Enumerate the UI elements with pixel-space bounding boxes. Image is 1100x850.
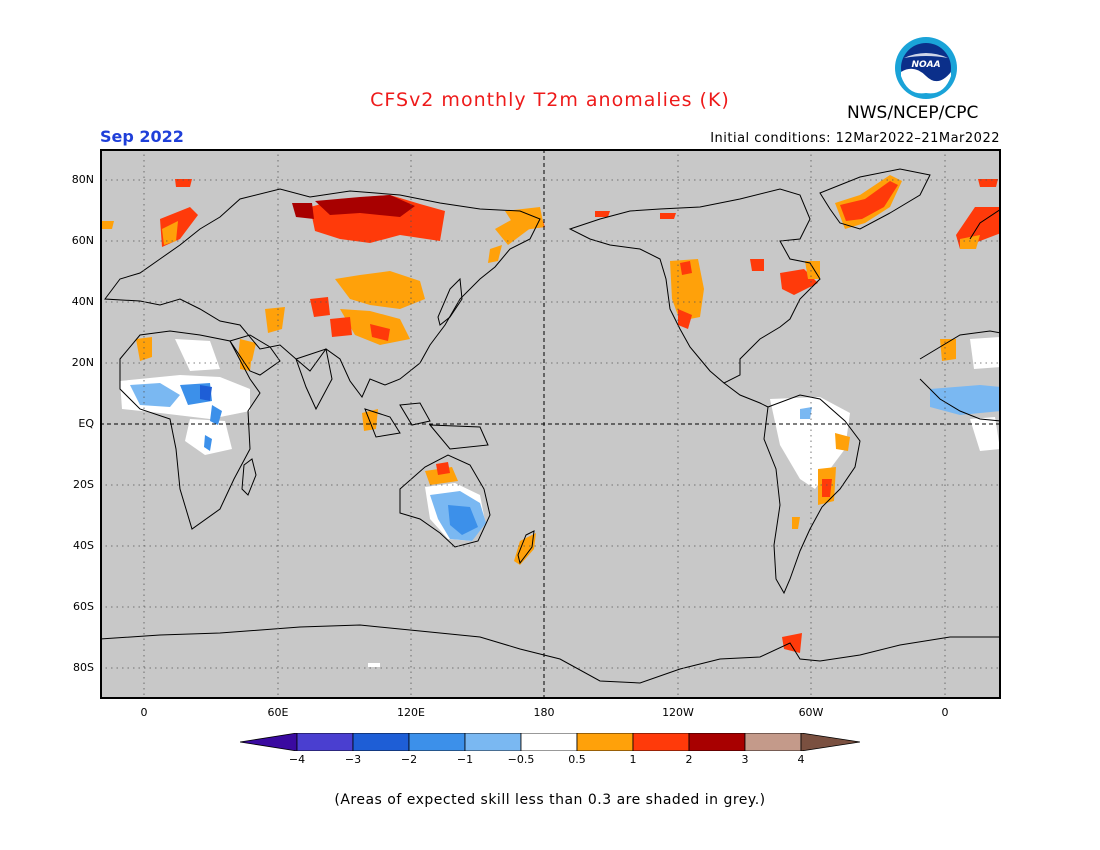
colorbar: [240, 733, 860, 751]
anomaly-shading: [100, 175, 1001, 667]
colorbar-tick-label: −0.5: [507, 753, 535, 766]
anomaly-map: [100, 149, 1001, 699]
colorbar-tick-label: −2: [400, 753, 418, 766]
lon-label-60e: 60E: [267, 706, 289, 719]
colorbar-swatch: [464, 733, 522, 751]
lat-label-40s: 40S: [73, 539, 94, 552]
colorbar-tick-label: 3: [741, 753, 749, 766]
lon-label-60w: 60W: [798, 706, 824, 719]
lat-label-20s: 20S: [73, 478, 94, 491]
lon-label-120e: 120E: [397, 706, 425, 719]
lat-label-20n: 20N: [71, 356, 94, 369]
colorbar-swatch: [408, 733, 466, 751]
colorbar-swatch: [352, 733, 410, 751]
colorbar-tick-label: 0.5: [568, 753, 586, 766]
colorbar-swatch: [520, 733, 578, 751]
colorbar-tick-label: 4: [797, 753, 805, 766]
colorbar-tick-label: −4: [288, 753, 306, 766]
colorbar-tick-label: −1: [456, 753, 474, 766]
colorbar-tick-label: 2: [685, 753, 693, 766]
map-border: [100, 149, 1001, 699]
equator-dateline: [100, 149, 1001, 699]
initial-conditions-label: Initial conditions: 12Mar2022–21Mar2022: [710, 131, 1000, 146]
colorbar-tick-label: 1: [629, 753, 637, 766]
lat-label-eq: EQ: [78, 417, 94, 430]
lon-label-120w: 120W: [662, 706, 694, 719]
colorbar-tick-label: −3: [344, 753, 362, 766]
colorbar-swatch: [576, 733, 634, 751]
colorbar-swatch: [632, 733, 690, 751]
lat-label-80s: 80S: [73, 661, 94, 674]
lat-label-40n: 40N: [71, 295, 94, 308]
svg-text:NOAA: NOAA: [911, 60, 940, 70]
lat-label-80n: 80N: [71, 173, 94, 186]
noaa-logo: NOAA: [895, 37, 957, 99]
colorbar-swatch: [744, 733, 802, 751]
colorbar-swatch-min: [240, 733, 298, 751]
lat-label-60n: 60N: [71, 234, 94, 247]
lat-label-60s: 60S: [73, 600, 94, 613]
lon-label-0-right: 0: [941, 706, 949, 719]
coastlines: [100, 168, 1001, 684]
footnote: (Areas of expected skill less than 0.3 a…: [334, 792, 766, 808]
lon-label-0: 0: [140, 706, 148, 719]
lon-label-180: 180: [533, 706, 555, 719]
agency-label: NWS/NCEP/CPC: [847, 103, 979, 123]
valid-month-label: Sep 2022: [100, 127, 184, 146]
colorbar-swatch: [296, 733, 354, 751]
colorbar-swatch-max: [800, 733, 860, 751]
chart-title: CFSv2 monthly T2m anomalies (K): [370, 89, 730, 111]
colorbar-swatch: [688, 733, 746, 751]
